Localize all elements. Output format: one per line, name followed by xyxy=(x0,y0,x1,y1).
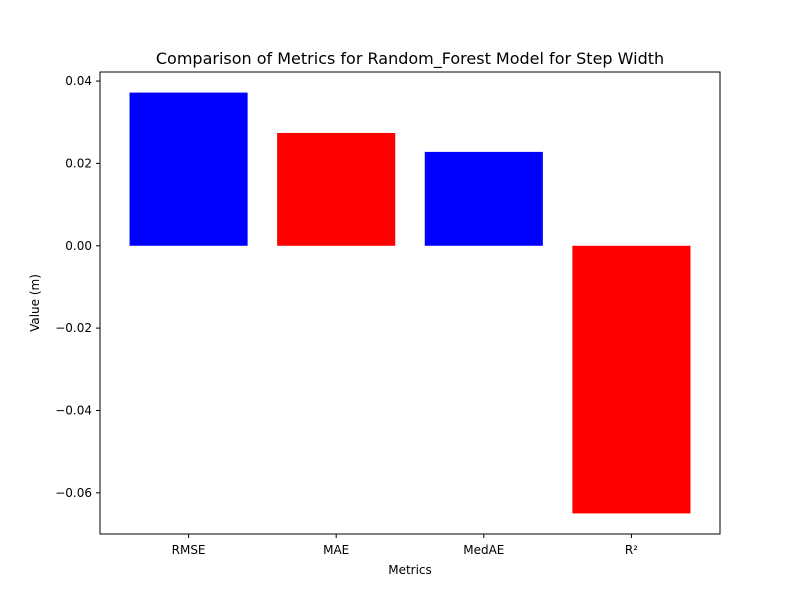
bar-3 xyxy=(572,245,691,514)
bar-2 xyxy=(424,151,543,246)
chart-title: Comparison of Metrics for Random_Forest … xyxy=(156,49,664,69)
x-axis-label: Metrics xyxy=(388,563,432,577)
bar-1 xyxy=(277,132,396,246)
bar-0 xyxy=(129,92,248,246)
x-tick-label: R² xyxy=(625,543,638,557)
x-ticks-layer: RMSE MAE MedAE R² xyxy=(172,534,638,557)
bars-layer xyxy=(129,92,691,514)
y-tick-label: 0.04 xyxy=(65,74,92,88)
x-tick-label: RMSE xyxy=(172,543,206,557)
y-tick-label: −0.06 xyxy=(55,486,92,500)
y-ticks-layer: −0.06 −0.04 −0.02 0.00 0.02 0.04 xyxy=(55,74,100,500)
plot-frame xyxy=(99,71,721,535)
y-tick-label: 0.02 xyxy=(65,156,92,170)
y-tick-label: 0.00 xyxy=(65,239,92,253)
x-tick-label: MAE xyxy=(323,543,349,557)
y-axis-label: Value (m) xyxy=(28,274,42,332)
y-tick-label: −0.04 xyxy=(55,403,92,417)
x-tick-label: MedAE xyxy=(463,543,504,557)
y-tick-label: −0.02 xyxy=(55,321,92,335)
